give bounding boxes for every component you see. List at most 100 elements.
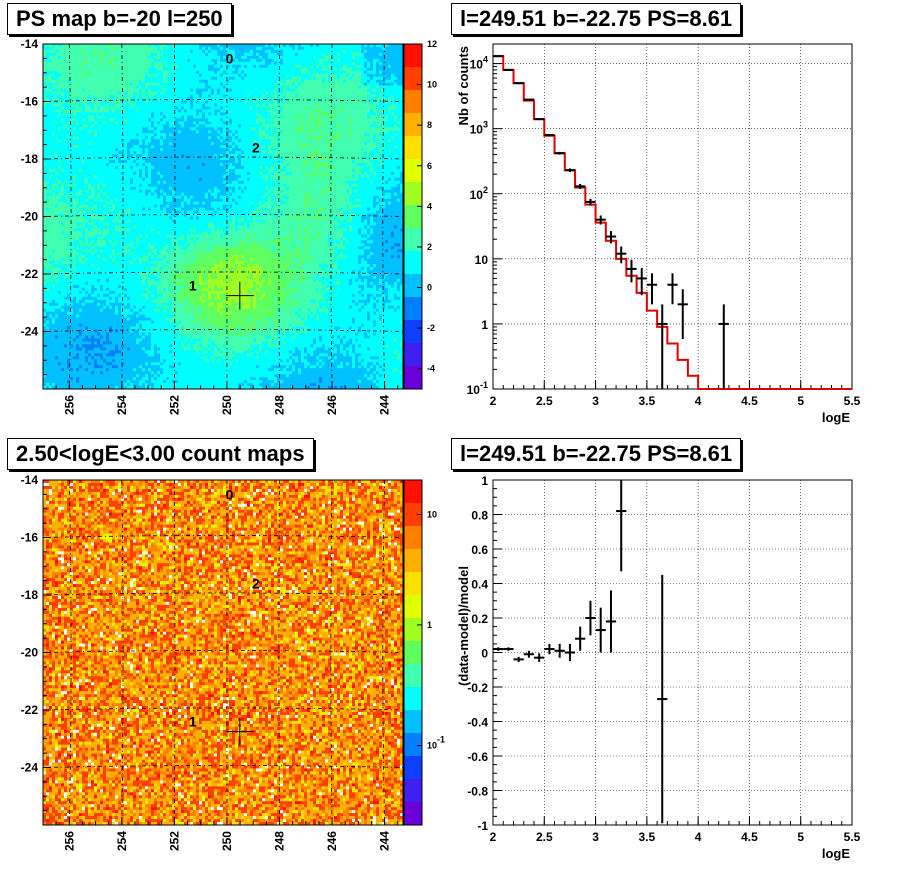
source-label: 0 xyxy=(226,50,234,66)
colorbar-cell xyxy=(404,560,422,567)
data-point xyxy=(554,151,565,155)
colorbar-cell xyxy=(404,279,422,286)
colorbar-cell xyxy=(404,124,422,131)
colorbar-cell xyxy=(404,623,422,630)
y-tick-label: 0.6 xyxy=(471,543,488,557)
colorbar-cell xyxy=(404,704,422,711)
colorbar-cell xyxy=(404,176,422,183)
colorbar-cell xyxy=(404,348,422,355)
colorbar-cell xyxy=(404,205,422,212)
colorbar-cell xyxy=(404,274,422,281)
colorbar-cell xyxy=(404,49,422,56)
colorbar-cell xyxy=(404,107,422,114)
plot-frame xyxy=(492,479,853,826)
y-tick-label: 10-1 xyxy=(467,380,488,397)
colorbar-cell xyxy=(404,302,422,309)
coordinate-grid xyxy=(42,479,404,826)
y-tick-label: 10 xyxy=(475,253,489,267)
heatmap-cells xyxy=(43,480,404,826)
colorbar-cell xyxy=(404,159,422,166)
residual-point xyxy=(616,480,627,572)
colorbar-tick-label: 4 xyxy=(427,201,432,211)
colorbar-cell xyxy=(404,383,422,390)
colorbar-tick-label: 2 xyxy=(427,242,432,252)
grid-meridian xyxy=(121,479,124,826)
grid-meridian xyxy=(330,479,333,826)
y-tick-label: -0.8 xyxy=(467,785,488,799)
x-tick-label: 5 xyxy=(797,394,804,408)
colorbar-cell xyxy=(404,480,422,487)
colorbar-tick-label: 12 xyxy=(427,39,437,49)
colorbar-cell xyxy=(404,377,422,384)
y-tick-label: -1 xyxy=(477,819,488,833)
data-point xyxy=(626,259,637,283)
colorbar-cell xyxy=(404,268,422,275)
colorbar-cell xyxy=(404,199,422,206)
x-tick-label: 248 xyxy=(272,395,286,415)
colorbar-cell xyxy=(404,491,422,498)
colorbar-cell xyxy=(404,337,422,344)
colorbar-cell xyxy=(404,715,422,722)
colorbar-cell xyxy=(404,141,422,148)
colorbar-cell xyxy=(404,733,422,740)
grid-meridian xyxy=(173,479,176,826)
colorbar-cell xyxy=(404,531,422,538)
x-tick-label: 254 xyxy=(115,831,129,851)
plot-grid xyxy=(492,479,853,826)
y-tick-label: -16 xyxy=(21,531,39,545)
colorbar-cell xyxy=(404,549,422,556)
residual-point xyxy=(513,656,524,662)
colorbar-cell xyxy=(404,612,422,619)
model-histogram xyxy=(493,55,852,390)
colorbar-cell xyxy=(404,520,422,527)
y-tick-label: 0.8 xyxy=(471,509,488,523)
colorbar-cell xyxy=(404,285,422,292)
x-tick-label: 2.5 xyxy=(536,394,553,408)
colorbar-cell xyxy=(404,641,422,648)
x-tick-label: 4 xyxy=(695,394,702,408)
colorbar-cell xyxy=(404,325,422,332)
source-label: 2 xyxy=(252,576,260,592)
data-point xyxy=(503,68,514,71)
colorbar-cell xyxy=(404,819,422,826)
residual-point xyxy=(554,643,565,658)
residual-point xyxy=(595,607,606,653)
ps-map-title: PS map b=-20 l=250 xyxy=(7,3,232,35)
residual-point xyxy=(564,643,576,662)
residual-point xyxy=(493,647,504,651)
data-point xyxy=(677,289,688,340)
colorbar-tick-label: 0 xyxy=(427,283,432,293)
colorbar-cell xyxy=(404,193,422,200)
y-tick-label: 0.2 xyxy=(471,612,488,626)
source-label: 0 xyxy=(226,486,234,502)
x-tick-label: 254 xyxy=(115,395,129,415)
colorbar-tick-label: -4 xyxy=(427,364,435,374)
y-tick-label: -14 xyxy=(21,37,39,51)
data-point xyxy=(544,133,555,136)
source-label: 1 xyxy=(189,278,197,294)
y-tick-label: 1 xyxy=(481,318,488,332)
grid-parallel xyxy=(42,707,404,711)
colorbar-cell xyxy=(404,366,422,373)
colorbar-cell xyxy=(404,360,422,367)
colorbar-cell xyxy=(404,101,422,108)
colorbar-cell xyxy=(404,526,422,533)
ps-map-panel: 256 254 252 250 248 246 244-14-16-18-20-22-240… xyxy=(21,37,437,415)
x-tick-label: 248 xyxy=(272,831,286,851)
colorbar-cell xyxy=(404,646,422,653)
data-point xyxy=(585,198,596,206)
colorbar-frame xyxy=(403,43,423,390)
colorbar-cell xyxy=(404,187,422,194)
colorbar-cell xyxy=(404,239,422,246)
colorbar-cell xyxy=(404,589,422,596)
colorbar-cell xyxy=(404,182,422,189)
data-point xyxy=(657,304,668,389)
colorbar-cell xyxy=(404,210,422,217)
grid-meridian xyxy=(173,43,176,390)
colorbar-cell xyxy=(404,147,422,154)
colorbar-cell xyxy=(404,813,422,820)
data-point xyxy=(646,273,658,305)
colorbar-cell xyxy=(404,796,422,803)
data-point xyxy=(513,82,524,85)
colorbar-cell xyxy=(404,61,422,68)
